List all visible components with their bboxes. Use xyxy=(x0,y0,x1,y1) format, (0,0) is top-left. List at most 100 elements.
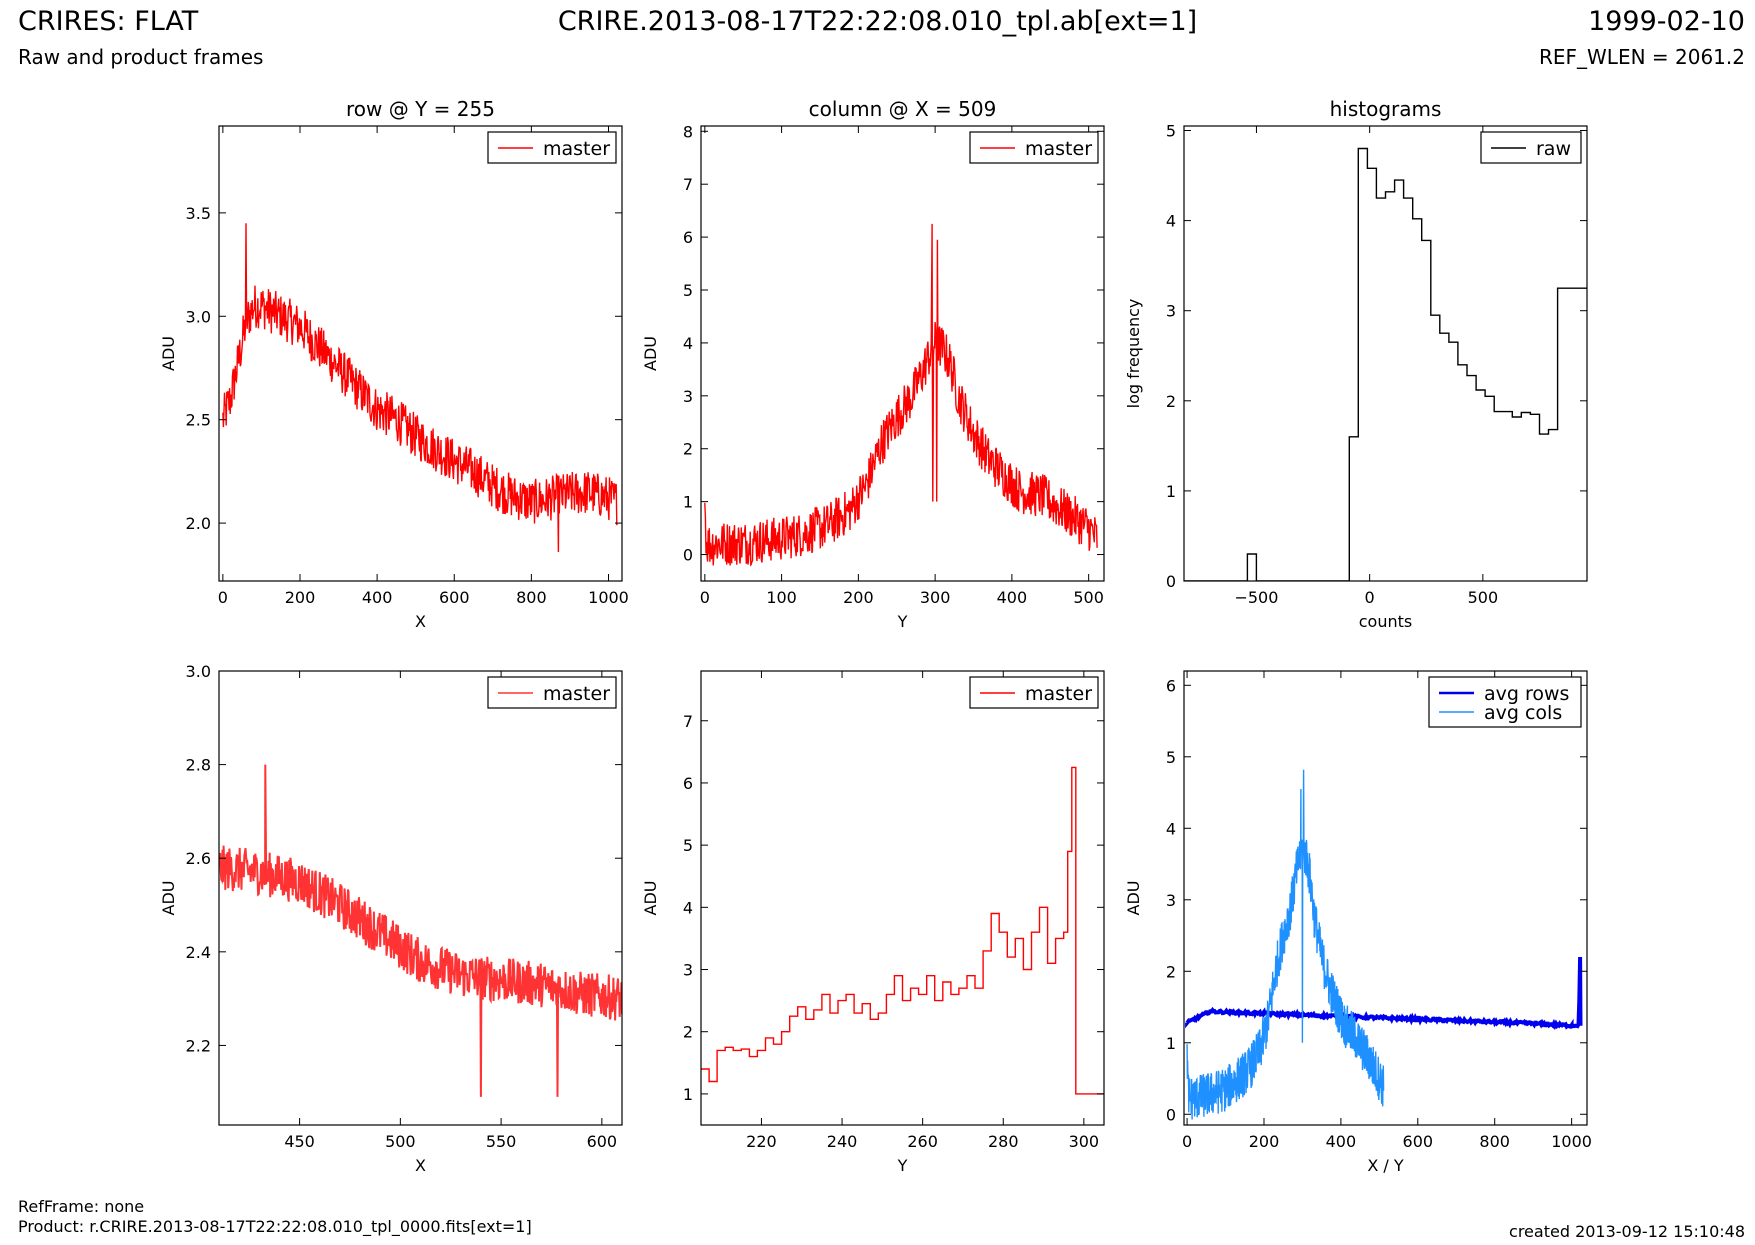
y-tick-label: 4 xyxy=(683,898,693,917)
legend-label: avg rows xyxy=(1484,683,1569,705)
legend: master xyxy=(487,131,617,164)
plot-frame xyxy=(700,125,1105,582)
x-tick-label: 0 xyxy=(1365,588,1375,607)
x-tick-label: 500 xyxy=(385,1132,416,1151)
x-tick-label: 800 xyxy=(1479,1132,1510,1151)
y-tick-label: 7 xyxy=(683,175,693,194)
y-tick-label: 6 xyxy=(683,228,693,247)
chart-panel-2: 0 100 200 300 400 500 0 1 2 3 4 5 6 7 8 column @ X = 50… xyxy=(641,97,1105,631)
y-axis-label: ADU xyxy=(159,881,178,916)
series-avg-cols xyxy=(1186,769,1385,1120)
ref-wlen: REF_WLEN = 2061.2 xyxy=(1538,45,1745,69)
product-name: Product: r.CRIRE.2013-08-17T22:22:08.010… xyxy=(18,1217,532,1236)
x-tick-label: 450 xyxy=(284,1132,315,1151)
y-tick-label: 1 xyxy=(683,1085,693,1104)
y-tick-label: 2.8 xyxy=(186,756,211,775)
y-tick-label: 5 xyxy=(683,836,693,855)
y-tick-label: 2 xyxy=(683,440,693,459)
y-tick-label: 2 xyxy=(1166,962,1176,981)
plot-frame xyxy=(700,670,1105,1126)
x-tick-label: 500 xyxy=(1468,588,1499,607)
y-tick-label: 2.5 xyxy=(186,411,211,430)
y-tick-label: 2.0 xyxy=(186,514,211,533)
legend-label: master xyxy=(543,683,610,705)
x-tick-label: 800 xyxy=(516,588,547,607)
plot-area xyxy=(222,223,618,553)
x-tick-label: 300 xyxy=(1069,1132,1100,1151)
plot-area xyxy=(701,766,1104,1095)
created-timestamp: created 2013-09-12 15:10:48 xyxy=(1509,1222,1745,1241)
page-subtitle: Raw and product frames xyxy=(18,45,264,69)
y-tick-label: 3.5 xyxy=(186,204,211,223)
x-tick-label: −500 xyxy=(1234,588,1278,607)
x-axis-label: Y xyxy=(897,612,908,631)
chart-title: column @ X = 509 xyxy=(809,97,997,121)
x-tick-label: 0 xyxy=(700,588,710,607)
y-tick-label: 2.2 xyxy=(186,1036,211,1055)
legend: raw xyxy=(1480,131,1582,164)
chart-panel-4: 450 500 550 600 2.2 2.4 2.6 2.8 3.0 X ADU master xyxy=(159,662,623,1175)
chart-panel-1: 0 200 400 600 800 1000 2.0 2.5 3.0 3.5 row @ Y = 2… xyxy=(159,97,629,631)
chart-title: histograms xyxy=(1330,97,1442,121)
plot-frame xyxy=(1183,125,1588,582)
x-tick-label: 550 xyxy=(486,1132,517,1151)
y-tick-label: 3 xyxy=(1166,891,1176,910)
series-raw xyxy=(1184,147,1587,581)
series-master xyxy=(219,764,622,1097)
y-tick-label: 2 xyxy=(683,1023,693,1042)
y-tick-label: 0 xyxy=(1166,572,1176,591)
x-tick-label: 500 xyxy=(1073,588,1104,607)
plot-area xyxy=(1184,147,1587,581)
legend-label: master xyxy=(1025,138,1092,160)
x-tick-label: 280 xyxy=(988,1132,1019,1151)
chart-panel-3: −500 0 500 0 1 2 3 4 5 histograms counts log freque… xyxy=(1124,97,1588,631)
series-avg-rows xyxy=(1185,956,1583,1031)
chart-panel-5: 220 240 260 280 300 1 2 3 4 5 6 7 Y ADU master xyxy=(641,670,1105,1175)
y-axis-label: ADU xyxy=(1124,881,1143,916)
plot-frame xyxy=(1183,670,1588,1126)
y-tick-label: 2.4 xyxy=(186,943,211,962)
y-tick-label: 3 xyxy=(683,961,693,980)
y-axis-label: ADU xyxy=(641,881,660,916)
series-master xyxy=(704,223,1098,567)
x-axis-label: X xyxy=(415,612,426,631)
legend-label: master xyxy=(543,138,610,160)
chart-panel-6: 0 200 400 600 800 1000 0 1 2 3 4 5 6 X / Y ADU avg rows… xyxy=(1124,670,1592,1175)
legend-box xyxy=(1428,676,1582,728)
ref-frame-label: RefFrame: none xyxy=(18,1197,145,1216)
plot-frame xyxy=(218,670,623,1126)
y-axis-label: ADU xyxy=(641,336,660,371)
chart-title: row @ Y = 255 xyxy=(346,97,495,121)
series-master xyxy=(701,766,1104,1095)
y-tick-label: 5 xyxy=(683,281,693,300)
y-tick-label: 1 xyxy=(1166,1034,1176,1053)
x-tick-label: 0 xyxy=(1182,1132,1192,1151)
x-tick-label: 400 xyxy=(362,588,393,607)
y-axis-label: log frequency xyxy=(1124,299,1143,409)
file-name: CRIRE.2013-08-17T22:22:08.010_tpl.ab[ext… xyxy=(557,6,1198,37)
x-tick-label: 600 xyxy=(587,1132,618,1151)
y-tick-label: 2 xyxy=(1166,392,1176,411)
x-tick-label: 400 xyxy=(997,588,1028,607)
legend: master xyxy=(969,676,1099,709)
x-axis-label: counts xyxy=(1359,612,1412,631)
y-tick-label: 4 xyxy=(1166,212,1176,231)
x-tick-label: 220 xyxy=(746,1132,777,1151)
y-tick-label: 3.0 xyxy=(186,307,211,326)
legend: master xyxy=(487,676,617,709)
x-axis-label: Y xyxy=(897,1156,908,1175)
legend-label: master xyxy=(1025,683,1092,705)
x-axis-label: X / Y xyxy=(1367,1156,1404,1175)
x-tick-label: 400 xyxy=(1326,1132,1357,1151)
x-axis-label: X xyxy=(415,1156,426,1175)
y-tick-label: 1 xyxy=(683,493,693,512)
x-tick-label: 200 xyxy=(1249,1132,1280,1151)
y-tick-label: 4 xyxy=(1166,819,1176,838)
x-tick-label: 1000 xyxy=(1551,1132,1592,1151)
y-tick-label: 3 xyxy=(1166,302,1176,321)
plot-area xyxy=(219,764,622,1097)
y-tick-label: 5 xyxy=(1166,122,1176,141)
legend-label: avg cols xyxy=(1484,702,1562,724)
